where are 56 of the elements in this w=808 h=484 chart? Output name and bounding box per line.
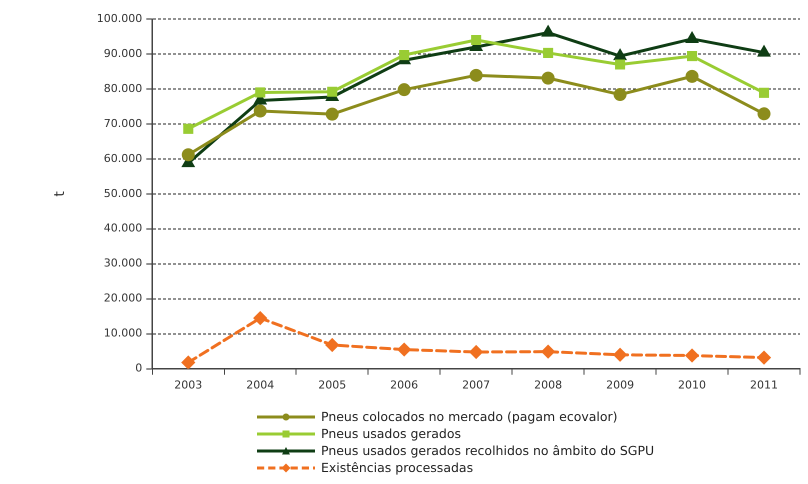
point (686, 349, 699, 362)
y-tick-label: 10.000 (104, 326, 142, 340)
y-tick-label: 0 (135, 362, 142, 375)
point (398, 343, 411, 356)
point (758, 46, 770, 57)
x-tick-label: 2010 (678, 378, 706, 392)
point (471, 34, 482, 46)
point (470, 68, 483, 82)
point (398, 83, 411, 96)
y-tick-label: 90.000 (104, 46, 142, 60)
legend-label: Pneus usados gerados recolhidos no âmbito do SGPU (321, 443, 654, 458)
point (326, 108, 339, 121)
x-tick-label: 2009 (606, 378, 634, 392)
point (326, 338, 339, 352)
point (542, 26, 554, 37)
x-tick-label: 2005 (318, 378, 346, 392)
point (686, 32, 698, 43)
y-tick-label: 70.000 (104, 116, 142, 130)
y-tick-label: 20.000 (104, 292, 142, 305)
point (542, 345, 555, 358)
x-tick-label: 2011 (750, 378, 778, 392)
y-axis-title: t (52, 190, 68, 197)
y-tick-label: 60.000 (104, 152, 142, 165)
point (254, 104, 267, 118)
point (543, 48, 554, 58)
point (254, 312, 267, 325)
legend-label: Pneus usados gerados (321, 426, 462, 441)
y-tick-label: 100.000 (96, 12, 142, 25)
x-tick-label: 2008 (534, 378, 562, 392)
point (615, 59, 626, 70)
x-tick-label: 2004 (246, 378, 274, 392)
point (686, 70, 699, 83)
point (399, 50, 410, 60)
point (614, 348, 627, 362)
y-tick-label: 50.000 (104, 186, 142, 200)
point (182, 148, 195, 162)
point (687, 51, 698, 62)
x-tick-label: 2007 (462, 378, 490, 392)
y-tick-label: 80.000 (104, 82, 142, 95)
legend-label: Pneus colocados no mercado (pagam ecovalor) (321, 409, 618, 424)
point (327, 86, 338, 97)
point (542, 72, 555, 85)
legend-label: Existências processadas (321, 460, 474, 475)
point (758, 88, 770, 98)
y-tick-label: 40.000 (104, 222, 142, 235)
y-tick-label: 30.000 (104, 256, 142, 270)
point (470, 346, 483, 359)
point (758, 107, 771, 120)
point (758, 351, 771, 364)
x-tick-label: 2003 (174, 378, 202, 392)
point (182, 356, 195, 369)
x-tick-label: 2006 (390, 378, 418, 392)
point (183, 124, 194, 134)
point (614, 88, 627, 102)
point (255, 87, 266, 98)
point (614, 50, 626, 60)
